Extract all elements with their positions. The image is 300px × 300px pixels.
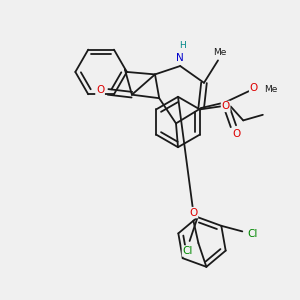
Text: O: O <box>250 83 258 93</box>
Text: Me: Me <box>264 85 278 94</box>
Text: Cl: Cl <box>247 230 257 239</box>
Text: Me: Me <box>213 48 227 57</box>
Text: O: O <box>96 85 104 95</box>
Text: O: O <box>232 129 241 139</box>
Text: H: H <box>179 41 186 50</box>
Text: N: N <box>176 53 184 63</box>
Text: Cl: Cl <box>182 246 193 256</box>
Text: O: O <box>189 208 197 218</box>
Text: O: O <box>221 101 230 111</box>
